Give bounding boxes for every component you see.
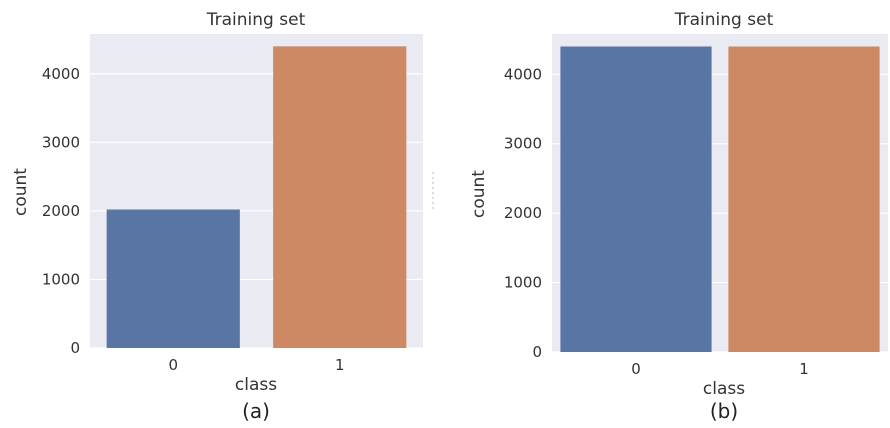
chart-title-b: Training set — [674, 10, 774, 30]
y-tick-label: 0 — [70, 339, 80, 357]
bar-class-0 — [106, 209, 240, 348]
bars-b — [560, 46, 880, 353]
y-tick-label: 3000 — [504, 135, 542, 153]
y-tick-label: 4000 — [42, 65, 80, 83]
bars-a — [106, 46, 407, 349]
x-axis-label-a: class — [235, 375, 277, 395]
panel-caption-a: (a) — [242, 399, 270, 423]
bar-class-1 — [273, 46, 407, 349]
x-tick-label: 0 — [168, 356, 178, 374]
chart-title-a: Training set — [206, 10, 306, 30]
y-tick-label: 0 — [532, 343, 542, 361]
y-tick-label: 4000 — [504, 65, 542, 83]
y-tick-labels-a: 0 1000 2000 3000 4000 — [42, 65, 80, 357]
x-tick-label: 1 — [335, 356, 345, 374]
y-tick-labels-b: 0 1000 2000 3000 4000 — [504, 65, 542, 361]
y-axis-label-a: count — [11, 168, 31, 216]
panel-caption-b: (b) — [710, 399, 738, 423]
y-tick-label: 1000 — [504, 274, 542, 292]
bar-class-1 — [728, 46, 880, 353]
y-tick-label: 3000 — [42, 133, 80, 151]
bar-class-0 — [560, 46, 712, 353]
y-axis-label-b: count — [469, 170, 489, 218]
y-tick-label: 2000 — [504, 204, 542, 222]
y-tick-label: 2000 — [42, 202, 80, 220]
y-tick-label: 1000 — [42, 270, 80, 288]
x-axis-label-b: class — [703, 379, 745, 399]
x-tick-label: 1 — [799, 360, 809, 378]
x-tick-label: 0 — [631, 360, 641, 378]
